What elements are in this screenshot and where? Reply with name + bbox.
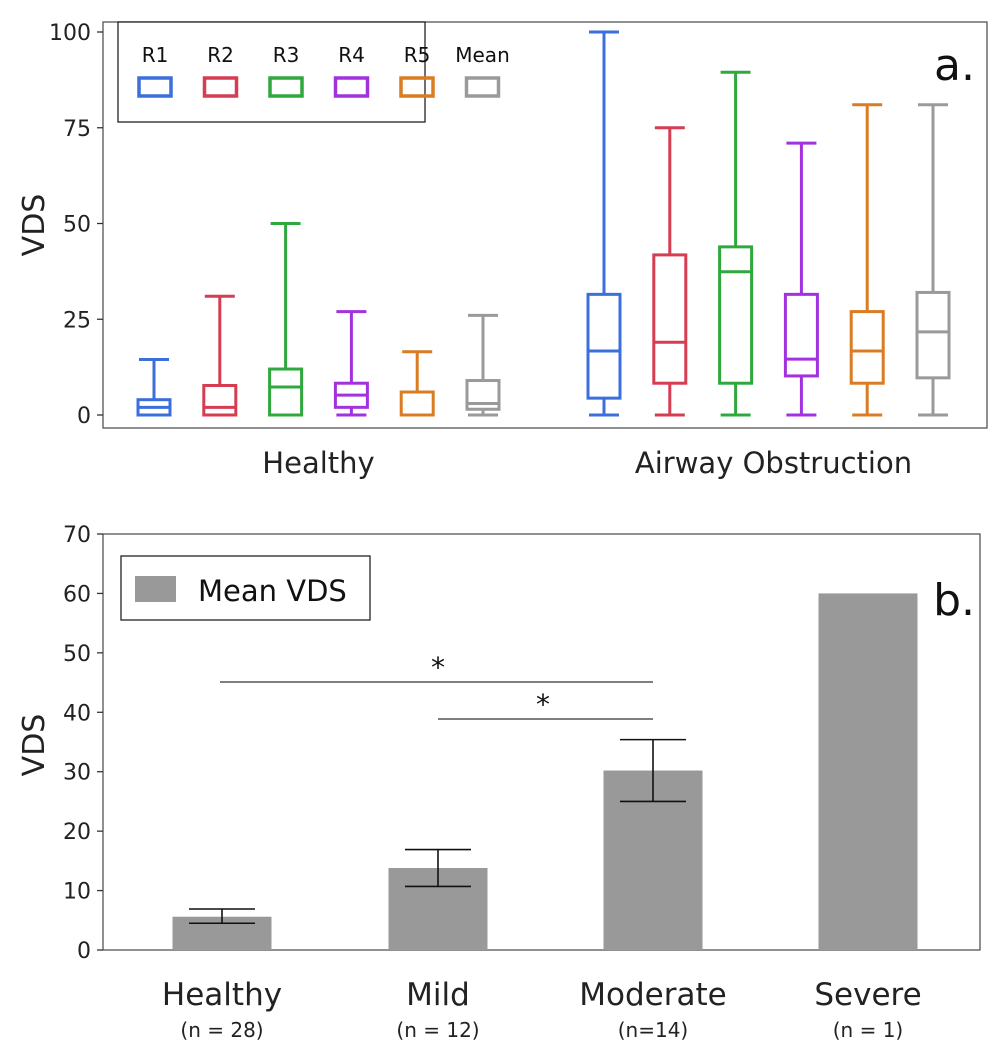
- legend: Mean VDS: [120, 555, 371, 621]
- box-group: Healthy: [136, 222, 501, 480]
- legend-swatch: [268, 76, 304, 98]
- legend: R1 R2 R3 R4 R5 Mean: [117, 21, 510, 123]
- y-tick-label: 100: [49, 21, 91, 46]
- error-bar: [405, 848, 471, 888]
- y-tick-label: 25: [63, 308, 91, 333]
- legend-swatch: [464, 76, 501, 98]
- significance-marker: *: [536, 688, 550, 721]
- legend-swatch: [135, 576, 176, 602]
- box-iqr: [718, 245, 754, 385]
- category-sublabel: (n = 1): [833, 1018, 903, 1042]
- legend-label: R1: [142, 43, 169, 67]
- y-tick-label: 10: [63, 880, 91, 905]
- legend-label: Mean VDS: [198, 574, 347, 608]
- legend-swatch: [202, 76, 239, 98]
- y-axis-label: VDS: [17, 194, 52, 257]
- bar-severe: [818, 593, 918, 950]
- category-label: Healthy: [162, 977, 282, 1013]
- box-mean: [465, 313, 501, 417]
- y-tick-label: 0: [77, 404, 91, 429]
- category-label: Mild: [406, 977, 470, 1013]
- y-tick-label: 40: [63, 701, 91, 726]
- box-group: Airway Obstruction: [586, 30, 951, 480]
- plot-frame: [102, 21, 988, 429]
- box-r1: [136, 357, 172, 417]
- box-r4: [783, 141, 819, 417]
- box-r3: [718, 70, 754, 417]
- group-label: Healthy: [262, 446, 374, 480]
- y-tick-label: 50: [63, 642, 91, 667]
- y-axis-label: VDS: [17, 714, 52, 777]
- y-tick-label: 30: [63, 761, 91, 786]
- y-tick-label: 60: [63, 582, 91, 607]
- y-tick-label: 50: [63, 213, 91, 238]
- y-tick-label: 75: [63, 117, 91, 142]
- error-bar: [620, 738, 686, 803]
- box-iqr: [849, 310, 885, 385]
- panel-b: 0 10 20 30 40 50 60 70 VDS b. Mean VDS Healthy (n = …: [17, 523, 981, 1042]
- box-iqr: [586, 292, 622, 400]
- box-mean: [915, 103, 951, 417]
- box-iqr: [399, 390, 435, 417]
- panel-a: 0 25 50 75 100 VDS a. R1 R2 R3 R4 R5 Mean Healthy Airw…: [17, 21, 988, 480]
- legend-swatch: [399, 76, 435, 98]
- box-r2: [652, 126, 688, 417]
- plot-frame: [102, 533, 981, 951]
- box-r4: [333, 310, 369, 417]
- category-label: Severe: [814, 977, 921, 1013]
- significance-marker: *: [431, 651, 445, 684]
- box-iqr: [915, 290, 951, 380]
- box-r5: [399, 350, 435, 417]
- legend-label: R4: [338, 43, 365, 67]
- legend-label: R5: [404, 43, 431, 67]
- y-tick-label: 0: [77, 939, 91, 964]
- panel-label: a.: [934, 40, 975, 91]
- box-iqr: [202, 384, 238, 417]
- box-iqr: [783, 292, 819, 378]
- box-iqr: [268, 367, 304, 417]
- category-sublabel: (n=14): [618, 1018, 689, 1042]
- box-r1: [586, 30, 622, 417]
- box-iqr: [652, 253, 688, 385]
- category-label: Moderate: [579, 977, 726, 1013]
- panel-label: b.: [933, 575, 975, 626]
- legend-label: R2: [207, 43, 234, 67]
- category-sublabel: (n = 28): [180, 1018, 263, 1042]
- category-sublabel: (n = 12): [396, 1018, 479, 1042]
- group-label: Airway Obstruction: [635, 446, 912, 480]
- legend-swatch: [333, 76, 370, 98]
- box-r3: [268, 222, 304, 417]
- error-bar: [189, 908, 255, 925]
- y-tick-label: 70: [63, 523, 91, 548]
- box-r2: [202, 294, 238, 417]
- y-tick-label: 20: [63, 820, 91, 845]
- box-r5: [849, 103, 885, 417]
- legend-label: Mean: [455, 43, 510, 67]
- legend-swatch: [137, 76, 173, 98]
- legend-label: R3: [273, 43, 300, 67]
- legend-frame: [117, 21, 426, 123]
- box-iqr: [465, 379, 501, 411]
